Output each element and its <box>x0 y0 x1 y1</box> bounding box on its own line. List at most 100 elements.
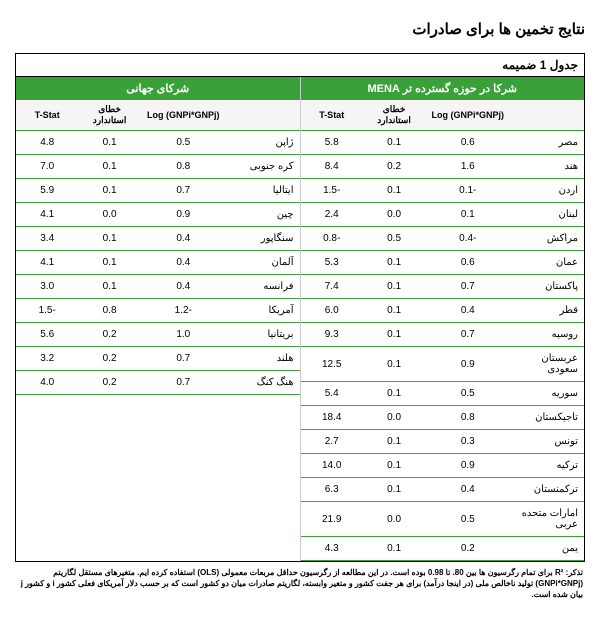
cell-country: عربستان سعودی <box>510 347 584 382</box>
cell-tstat: 7.0 <box>16 155 78 179</box>
cell-tstat: -1.5 <box>301 179 363 203</box>
cell-se: 0.1 <box>363 478 425 502</box>
col-log: Log (GNPi*GNPj) <box>425 100 510 131</box>
cell-se: 0.1 <box>78 155 140 179</box>
cell-log: 0.7 <box>141 371 226 395</box>
col-log: Log (GNPi*GNPj) <box>141 100 226 131</box>
table-row: فرانسه0.40.13.0 <box>16 275 300 299</box>
cell-country: لبنان <box>510 203 584 227</box>
cell-country: ترکیه <box>510 454 584 478</box>
cell-tstat: 14.0 <box>301 454 363 478</box>
cell-country: قطر <box>510 299 584 323</box>
cell-se: 0.0 <box>78 203 140 227</box>
cell-log: 0.2 <box>425 537 510 561</box>
cell-country: روسیه <box>510 323 584 347</box>
cell-se: 0.2 <box>363 155 425 179</box>
cell-log: 1.6 <box>425 155 510 179</box>
cell-log: -1.2 <box>141 299 226 323</box>
table-row: ترکیه0.90.114.0 <box>301 454 585 478</box>
cell-country: ترکمنستان <box>510 478 584 502</box>
table-row: آمریکا-1.20.8-1.5 <box>16 299 300 323</box>
cell-se: 0.1 <box>363 251 425 275</box>
cell-se: 0.1 <box>78 179 140 203</box>
cell-tstat: 4.3 <box>301 537 363 561</box>
table-row: تاجیکستان0.80.018.4 <box>301 406 585 430</box>
cell-log: -0.1 <box>425 179 510 203</box>
cell-log: 0.6 <box>425 251 510 275</box>
cell-log: 0.5 <box>425 382 510 406</box>
cell-country: ژاپن <box>226 131 300 155</box>
cell-country: چین <box>226 203 300 227</box>
cell-country: بریتانیا <box>226 323 300 347</box>
cell-tstat: 6.3 <box>301 478 363 502</box>
table-row: بریتانیا1.00.25.6 <box>16 323 300 347</box>
table-row: قطر0.40.16.0 <box>301 299 585 323</box>
table-row: روسیه0.70.19.3 <box>301 323 585 347</box>
table-row: سنگاپور0.40.13.4 <box>16 227 300 251</box>
cell-tstat: 9.3 <box>301 323 363 347</box>
cell-se: 0.0 <box>363 203 425 227</box>
table-row: مصر0.60.15.8 <box>301 131 585 155</box>
cell-country: تونس <box>510 430 584 454</box>
cell-se: 0.5 <box>363 227 425 251</box>
cell-log: 0.9 <box>425 454 510 478</box>
cell-country: یمن <box>510 537 584 561</box>
table-row: عمان0.60.15.3 <box>301 251 585 275</box>
cell-tstat: 5.9 <box>16 179 78 203</box>
table-row: یمن0.20.14.3 <box>301 537 585 561</box>
cell-tstat: 3.2 <box>16 347 78 371</box>
table-row: ژاپن0.50.14.8 <box>16 131 300 155</box>
cell-tstat: 4.1 <box>16 251 78 275</box>
col-se: خطای استاندارد <box>78 100 140 131</box>
cell-se: 0.1 <box>363 179 425 203</box>
appendix-label: جدول 1 ضمیمه <box>16 54 584 77</box>
cell-tstat: 21.9 <box>301 502 363 537</box>
cell-tstat: 5.6 <box>16 323 78 347</box>
table-row: کره جنوبی0.80.17.0 <box>16 155 300 179</box>
cell-country: اردن <box>510 179 584 203</box>
cell-tstat: 5.4 <box>301 382 363 406</box>
col-country <box>226 100 300 131</box>
cell-log: 0.8 <box>141 155 226 179</box>
table-row: لبنان0.10.02.4 <box>301 203 585 227</box>
cell-tstat: 4.1 <box>16 203 78 227</box>
cell-se: 0.1 <box>78 227 140 251</box>
col-tstat: T-Stat <box>16 100 78 131</box>
table-row: هنگ کنگ0.70.24.0 <box>16 371 300 395</box>
cell-country: ایتالیا <box>226 179 300 203</box>
col-tstat: T-Stat <box>301 100 363 131</box>
cell-se: 0.1 <box>363 131 425 155</box>
cell-tstat: -1.5 <box>16 299 78 323</box>
table-row: اردن-0.10.1-1.5 <box>301 179 585 203</box>
cell-log: 0.8 <box>425 406 510 430</box>
cell-se: 0.2 <box>78 371 140 395</box>
col-se: خطای استاندارد <box>363 100 425 131</box>
table-row: عربستان سعودی0.90.112.5 <box>301 347 585 382</box>
cell-se: 0.1 <box>363 275 425 299</box>
mena-header: شرکا در حوزه گسترده تر MENA <box>301 77 585 100</box>
appendix-table-box: جدول 1 ضمیمه شرکا در حوزه گسترده تر MENA… <box>15 53 585 562</box>
global-partners-table: شرکای جهانی Log (GNPi*GNPj) خطای استاندا… <box>16 77 300 561</box>
cell-se: 0.1 <box>363 430 425 454</box>
cell-log: 0.9 <box>141 203 226 227</box>
cell-se: 0.1 <box>78 251 140 275</box>
table-row: امارات متحده عربی0.50.021.9 <box>301 502 585 537</box>
cell-log: 0.4 <box>141 227 226 251</box>
cell-se: 0.1 <box>78 131 140 155</box>
cell-country: عمان <box>510 251 584 275</box>
cell-country: تاجیکستان <box>510 406 584 430</box>
cell-country: پاکستان <box>510 275 584 299</box>
cell-log: 0.4 <box>425 478 510 502</box>
mena-partners-table: شرکا در حوزه گسترده تر MENA Log (GNPi*GN… <box>300 77 585 561</box>
cell-se: 0.1 <box>363 323 425 347</box>
cell-log: 0.1 <box>425 203 510 227</box>
cell-se: 0.1 <box>363 454 425 478</box>
cell-tstat: 3.0 <box>16 275 78 299</box>
cell-tstat: 3.4 <box>16 227 78 251</box>
cell-country: مصر <box>510 131 584 155</box>
table-row: ایتالیا0.70.15.9 <box>16 179 300 203</box>
cell-se: 0.0 <box>363 502 425 537</box>
cell-log: 0.5 <box>141 131 226 155</box>
cell-country: سوریه <box>510 382 584 406</box>
cell-country: هند <box>510 155 584 179</box>
